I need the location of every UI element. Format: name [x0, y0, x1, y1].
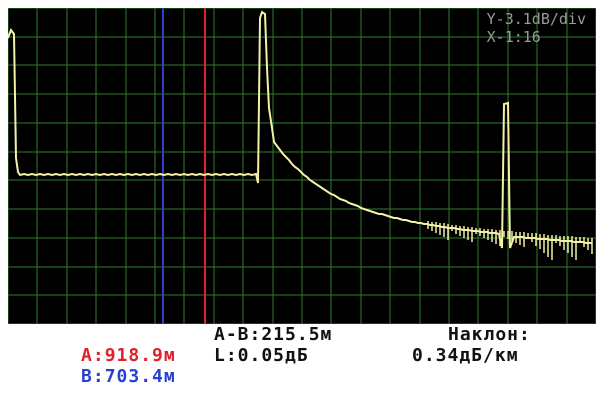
slope-value: 0.34дБ/км	[412, 345, 519, 366]
x-scale-label: X-1:16	[486, 28, 541, 46]
cursor-b-value: :703.4м	[92, 366, 176, 387]
trace-plot: Y-3.1dB/div X-1:16	[8, 8, 596, 324]
measurement-readouts: A:918.9м B:703.4м A-B:215.5м L:0.05дБ На…	[8, 324, 596, 387]
grid	[8, 8, 596, 324]
a-b-distance: A-B:215.5м	[214, 324, 333, 345]
cursor-a-value: :918.9м	[92, 345, 176, 366]
otdr-screen: Y-3.1dB/div X-1:16 A:918.9м B:703.4м A-B…	[8, 8, 596, 387]
cursor-b-readout: B:703.4м	[10, 345, 176, 408]
cursor-a-readout: A:918.9м	[10, 324, 176, 387]
slope-label: Наклон:	[448, 324, 531, 345]
trace-noise	[427, 221, 593, 260]
trace-line	[8, 10, 592, 249]
trace-plot-svg	[8, 8, 596, 324]
cursor-b-label: B	[81, 366, 93, 387]
cursor-a-label: A	[81, 345, 93, 366]
scale-readout: Y-3.1dB/div X-1:16	[487, 10, 586, 46]
loss-readout: L:0.05дБ	[214, 345, 309, 366]
y-scale-label: Y-3.1dB/div	[486, 10, 586, 28]
